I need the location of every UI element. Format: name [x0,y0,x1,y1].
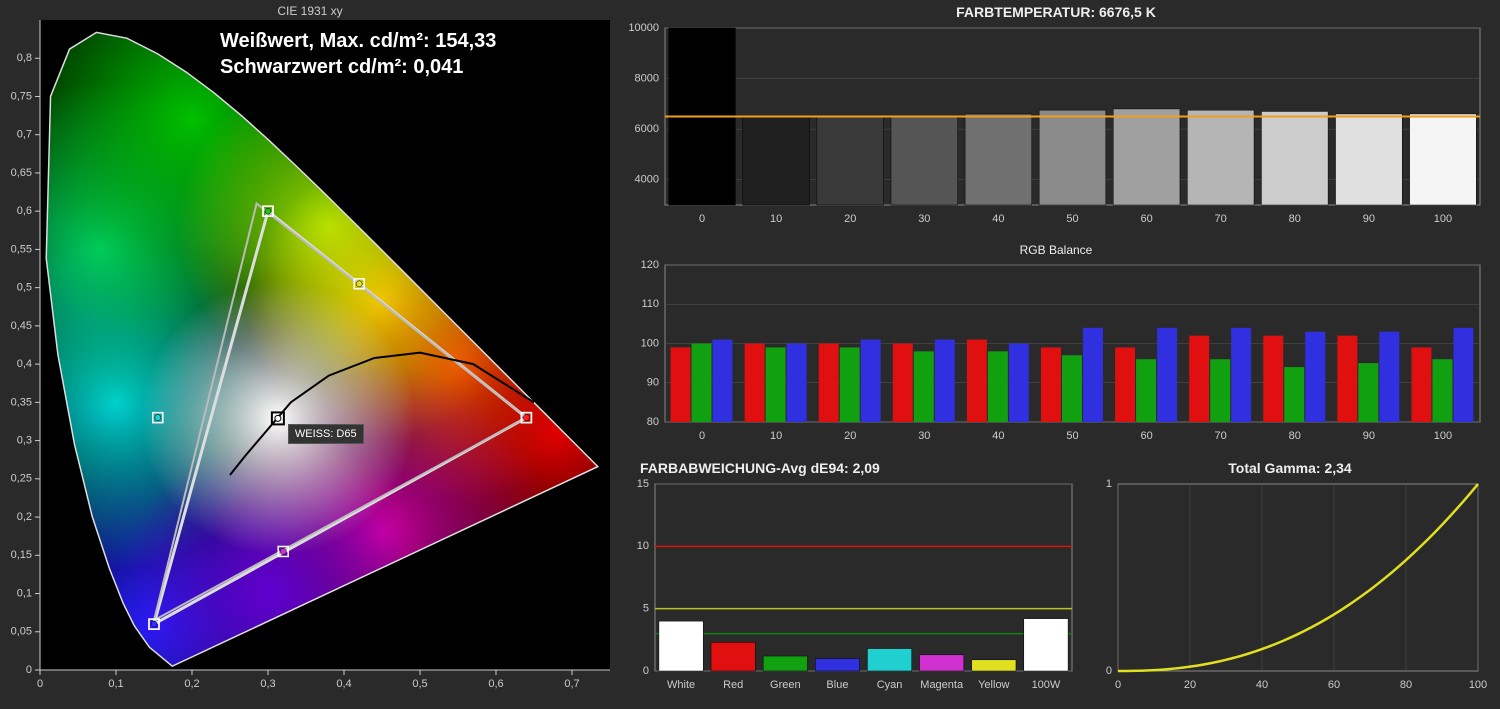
svg-text:Yellow: Yellow [978,679,1009,691]
svg-text:5: 5 [643,603,649,615]
colortemp-chart: 4000 6000 8000 10000 0 10 20 30 40 50 60 70 80 90 100 [620,20,1490,230]
svg-text:100W: 100W [1032,679,1061,691]
svg-text:80: 80 [647,416,659,428]
svg-text:4000: 4000 [635,174,659,186]
svg-text:15: 15 [637,478,649,490]
svg-text:10: 10 [770,430,782,442]
svg-text:White: White [667,679,695,691]
svg-text:0: 0 [643,665,649,677]
gamma-title: Total Gamma: 2,34 [1088,460,1492,476]
svg-text:100: 100 [1434,213,1452,225]
svg-text:0,3: 0,3 [260,678,275,690]
svg-text:8000: 8000 [635,72,659,84]
svg-text:0,8: 0,8 [17,52,32,64]
svg-text:0,25: 0,25 [11,473,32,485]
deltae-title: FARBABWEICHUNG-Avg dE94: 2,09 [620,460,1080,476]
svg-text:10000: 10000 [628,22,659,34]
svg-text:0: 0 [1115,679,1121,691]
gamma-panel: Total Gamma: 2,34 0 20 40 60 80 100 0 1 [1088,460,1492,705]
svg-text:0,4: 0,4 [17,358,32,370]
svg-text:0,5: 0,5 [412,678,427,690]
svg-text:100: 100 [641,337,659,349]
svg-text:50: 50 [1066,430,1078,442]
svg-text:Green: Green [770,679,801,691]
svg-text:0,65: 0,65 [11,167,32,179]
svg-text:0,1: 0,1 [108,678,123,690]
svg-text:1: 1 [1106,478,1112,490]
svg-text:0,05: 0,05 [11,626,32,638]
deltae-panel: FARBABWEICHUNG-Avg dE94: 2,09 0 5 10 15 Whit… [620,460,1080,705]
svg-text:50: 50 [1066,213,1078,225]
whitepoint-label: WEISS: D65 [288,424,364,444]
cie-chart: 0 0,1 0,2 0,3 0,4 0,5 0,6 0,7 0 0,05 0,1 0,15 0,2 0,2… [0,0,620,700]
svg-text:0,7: 0,7 [564,678,579,690]
svg-text:0,2: 0,2 [17,511,32,523]
black-value-label: Schwarzwert cd/m²: 0,041 [220,54,496,80]
svg-text:80: 80 [1289,430,1301,442]
svg-text:80: 80 [1400,679,1412,691]
svg-text:60: 60 [1328,679,1340,691]
svg-text:0,6: 0,6 [17,205,32,217]
svg-text:90: 90 [1363,213,1375,225]
svg-text:40: 40 [992,213,1004,225]
svg-text:40: 40 [1256,679,1268,691]
deltae-chart: 0 5 10 15 White Red Green Blue Cyan Magenta Yellow… [620,476,1080,696]
rgbbalance-panel: RGB Balance 80 90 100 110 120 0 10 20 30 40 50 60 70… [620,243,1492,452]
svg-text:Red: Red [723,679,743,691]
svg-text:80: 80 [1289,213,1301,225]
svg-text:0,1: 0,1 [17,587,32,599]
cie-overlay-text: Weißwert, Max. cd/m²: 154,33 Schwarzwert… [220,28,496,80]
svg-text:6000: 6000 [635,123,659,135]
svg-text:0,3: 0,3 [17,434,32,446]
svg-text:100: 100 [1469,679,1487,691]
cie-chromaticity-panel: CIE 1931 xy Weißwert, Max. cd/m²: 154,33… [0,0,620,709]
svg-text:0,5: 0,5 [17,282,32,294]
svg-text:100: 100 [1434,430,1452,442]
svg-text:0,15: 0,15 [11,549,32,561]
rgbbalance-title: RGB Balance [620,243,1492,257]
svg-text:10: 10 [770,213,782,225]
svg-text:0,2: 0,2 [184,678,199,690]
svg-text:30: 30 [918,430,930,442]
svg-text:40: 40 [992,430,1004,442]
svg-text:Magenta: Magenta [920,679,964,691]
svg-text:0: 0 [37,678,43,690]
svg-text:90: 90 [1363,430,1375,442]
svg-text:110: 110 [641,298,659,310]
colortemp-panel: FARBTEMPERATUR: 6676,5 K 400060008000100… [620,4,1492,235]
svg-text:90: 90 [647,377,659,389]
svg-text:0: 0 [699,213,705,225]
svg-text:0: 0 [1106,665,1112,677]
colortemp-title: FARBTEMPERATUR: 6676,5 K [620,4,1492,20]
svg-text:Cyan: Cyan [877,679,903,691]
svg-text:70: 70 [1215,213,1227,225]
svg-text:0: 0 [699,430,705,442]
svg-text:120: 120 [641,259,659,271]
white-value-label: Weißwert, Max. cd/m²: 154,33 [220,28,496,54]
svg-text:60: 60 [1140,213,1152,225]
svg-text:0,4: 0,4 [336,678,351,690]
svg-text:20: 20 [844,430,856,442]
svg-text:60: 60 [1140,430,1152,442]
svg-text:70: 70 [1215,430,1227,442]
svg-text:0,35: 0,35 [11,396,32,408]
gamma-chart: 0 20 40 60 80 100 0 1 [1088,476,1488,696]
svg-text:0,55: 0,55 [11,243,32,255]
svg-text:10: 10 [637,540,649,552]
svg-text:0: 0 [26,664,32,676]
svg-text:0,75: 0,75 [11,90,32,102]
rgbbalance-chart: 80 90 100 110 120 0 10 20 30 40 50 60 70 80 90 100 [620,257,1490,447]
svg-text:30: 30 [918,213,930,225]
svg-text:0,45: 0,45 [11,320,32,332]
svg-text:0,7: 0,7 [17,129,32,141]
cie-title: CIE 1931 xy [0,4,620,18]
svg-text:0,6: 0,6 [488,678,503,690]
svg-text:20: 20 [1184,679,1196,691]
svg-text:Blue: Blue [826,679,848,691]
svg-text:20: 20 [844,213,856,225]
